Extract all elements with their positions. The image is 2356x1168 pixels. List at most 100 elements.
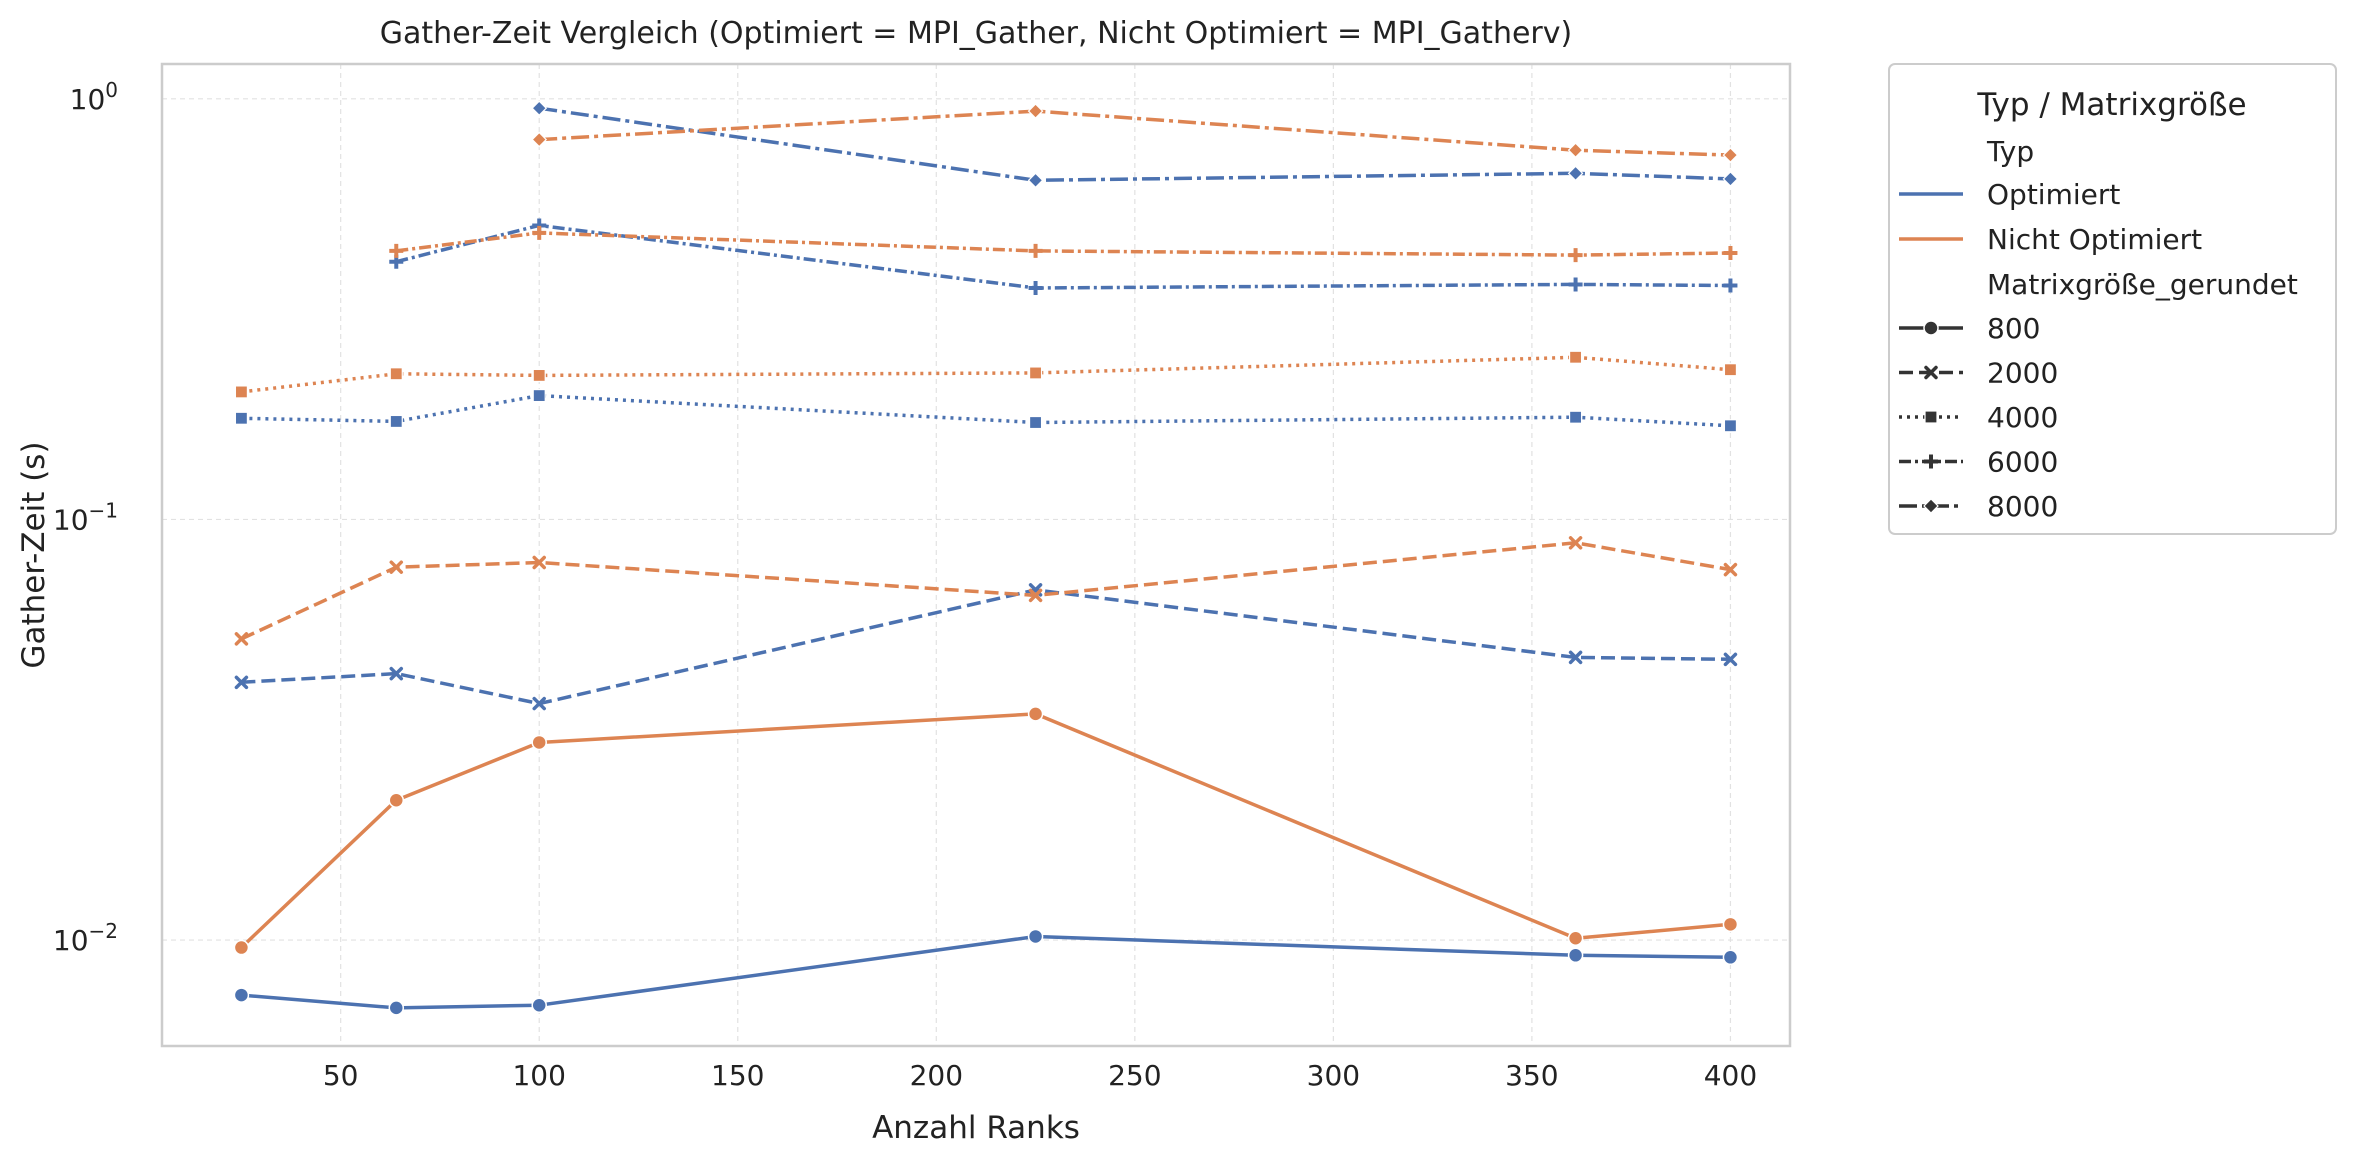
legend-label: 8000 (1987, 490, 2058, 523)
data-point (1722, 916, 1739, 933)
data-point (532, 555, 546, 570)
axis-ticks: 50 100 150 200 250 300 350 400 10−2 10−1 100 (53, 78, 1757, 1092)
data-point (1723, 652, 1738, 667)
chart-title: Gather-Zeit Vergleich (Optimiert = MPI_G… (380, 16, 1572, 51)
data-point (1722, 949, 1739, 966)
x-tick-label: 350 (1505, 1059, 1558, 1092)
legend-marker (1924, 410, 1938, 424)
legend-size-header: Matrixgröße_gerundet (1987, 268, 2298, 301)
y-tick-label: 10−2 (53, 919, 118, 957)
data-point (531, 997, 547, 1013)
legend-title: Typ / Matrixgröße (1976, 87, 2246, 123)
series-line (539, 109, 1731, 157)
series-layer (233, 100, 1739, 1016)
legend-items: Optimiert Nicht Optimiert 800 2000 4000 6000 8… (1899, 178, 2202, 523)
data-point (1567, 165, 1584, 182)
series-nicht-optimiert-8000 (531, 103, 1739, 163)
x-tick-label: 200 (910, 1059, 963, 1092)
data-point (234, 632, 249, 646)
legend-label: Optimiert (1987, 178, 2120, 211)
legend-label: 4000 (1987, 401, 2058, 434)
series-optimiert-2000 (234, 583, 1738, 711)
data-point (1723, 562, 1738, 577)
data-point (234, 411, 249, 425)
series-optimiert-800 (233, 928, 1739, 1016)
data-point (1028, 281, 1043, 296)
series-nicht-optimiert-4000 (234, 350, 1738, 399)
data-point (531, 100, 548, 117)
legend-item-type: Nicht Optimiert (1899, 223, 2202, 256)
data-point (233, 987, 250, 1003)
data-point (1723, 363, 1738, 377)
legend-item-size: 800 (1899, 312, 2040, 345)
series-optimiert-8000 (531, 100, 1739, 189)
data-point (1567, 930, 1584, 947)
data-point (388, 1000, 405, 1016)
data-point (532, 225, 547, 240)
legend-item-size: 6000 (1899, 446, 2058, 479)
legend-label: Nicht Optimiert (1987, 223, 2202, 256)
series-line (240, 712, 1731, 949)
legend-box (1888, 63, 2337, 535)
legend-item-size: 4000 (1899, 401, 2058, 434)
x-tick-label: 50 (323, 1059, 359, 1092)
data-point (1567, 142, 1584, 159)
data-point (1028, 243, 1043, 258)
data-point (531, 734, 547, 751)
series-line (241, 355, 1731, 394)
legend-label: 800 (1987, 312, 2040, 345)
data-point (233, 939, 250, 956)
series-line (538, 106, 1731, 183)
series-line (396, 231, 1731, 257)
legend-marker (1923, 320, 1939, 336)
series-optimiert-4000 (234, 388, 1738, 433)
data-point (531, 131, 548, 148)
legend-type-header: Typ (1986, 135, 2034, 168)
y-tick-label: 10−1 (53, 498, 118, 536)
grid-lines (162, 64, 1790, 1046)
data-point (234, 385, 249, 399)
data-point (389, 560, 404, 574)
data-point (389, 367, 403, 381)
series-nicht-optimiert-800 (233, 706, 1739, 956)
data-point (1027, 706, 1044, 722)
data-point (532, 388, 546, 403)
data-point (1567, 947, 1584, 964)
data-point (1722, 147, 1739, 163)
data-point (1568, 650, 1583, 665)
x-tick-label: 100 (512, 1059, 565, 1092)
data-point (389, 243, 404, 258)
series-line (241, 934, 1731, 1010)
data-point (389, 666, 404, 681)
x-tick-label: 300 (1307, 1059, 1360, 1092)
y-axis-label: Gather-Zeit (s) (16, 441, 52, 668)
data-point (1723, 278, 1738, 293)
legend-item-size: 2000 (1899, 357, 2058, 390)
series-nicht-optimiert-2000 (234, 536, 1738, 646)
x-tick-label: 400 (1704, 1059, 1757, 1092)
y-tick-label: 100 (70, 78, 118, 116)
data-point (388, 792, 405, 808)
data-point (1027, 103, 1044, 119)
legend: Typ / Matrixgröße Typ Matrixgröße_gerund… (1888, 63, 2337, 535)
data-point (1723, 419, 1738, 433)
data-point (1568, 410, 1583, 424)
data-point (1027, 928, 1044, 945)
data-point (532, 696, 546, 711)
data-point (1723, 245, 1738, 260)
data-point (1568, 248, 1583, 263)
data-point (389, 414, 403, 429)
x-tick-label: 150 (711, 1059, 764, 1092)
data-point (1568, 536, 1583, 550)
legend-marker (1924, 365, 1938, 380)
data-point (234, 675, 249, 690)
data-point (1568, 350, 1583, 364)
data-point (1028, 366, 1043, 380)
x-tick-label: 250 (1108, 1059, 1161, 1092)
series-line (240, 541, 1731, 641)
legend-marker (1923, 498, 1939, 514)
data-point (532, 368, 546, 383)
series-nicht-optimiert-6000 (389, 225, 1738, 263)
data-point (1568, 277, 1583, 292)
